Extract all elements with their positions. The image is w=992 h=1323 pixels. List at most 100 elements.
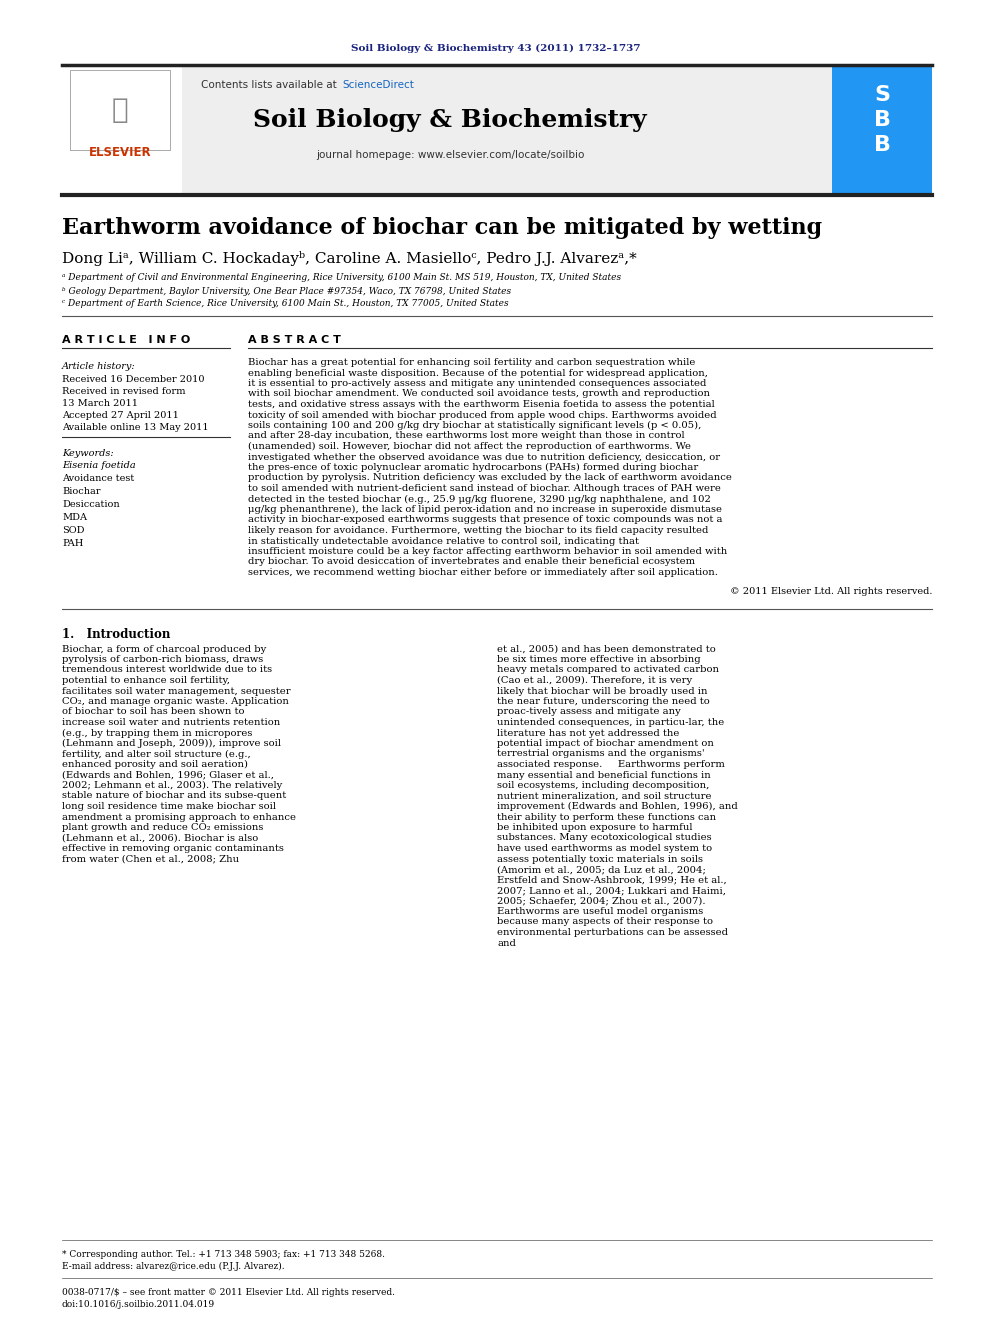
Text: of biochar to soil has been shown to: of biochar to soil has been shown to — [62, 708, 244, 717]
Text: terrestrial organisms and the organisms': terrestrial organisms and the organisms' — [497, 750, 704, 758]
Text: 0038-0717/$ – see front matter © 2011 Elsevier Ltd. All rights reserved.: 0038-0717/$ – see front matter © 2011 El… — [62, 1289, 395, 1297]
Text: 1.   Introduction: 1. Introduction — [62, 628, 171, 642]
Text: because many aspects of their response to: because many aspects of their response t… — [497, 917, 713, 926]
Text: unintended consequences, in particu-lar, the: unintended consequences, in particu-lar,… — [497, 718, 724, 728]
Bar — [62, 65, 932, 194]
Text: tremendous interest worldwide due to its: tremendous interest worldwide due to its — [62, 665, 272, 675]
Text: (Lehmann et al., 2006). Biochar is also: (Lehmann et al., 2006). Biochar is also — [62, 833, 258, 843]
Text: Contents lists available at: Contents lists available at — [201, 79, 340, 90]
Text: (e.g., by trapping them in micropores: (e.g., by trapping them in micropores — [62, 729, 252, 738]
Text: Earthworms are useful model organisms: Earthworms are useful model organisms — [497, 908, 703, 916]
Text: ScienceDirect: ScienceDirect — [342, 79, 414, 90]
Text: A B S T R A C T: A B S T R A C T — [248, 335, 341, 345]
Text: be six times more effective in absorbing: be six times more effective in absorbing — [497, 655, 700, 664]
Text: potential impact of biochar amendment on: potential impact of biochar amendment on — [497, 740, 714, 747]
Text: plant growth and reduce CO₂ emissions: plant growth and reduce CO₂ emissions — [62, 823, 263, 832]
Text: μg/kg phenanthrene), the lack of lipid perox-idation and no increase in superoxi: μg/kg phenanthrene), the lack of lipid p… — [248, 505, 722, 515]
Text: have used earthworms as model system to: have used earthworms as model system to — [497, 844, 712, 853]
Text: likely reason for avoidance. Furthermore, wetting the biochar to its field capac: likely reason for avoidance. Furthermore… — [248, 527, 708, 534]
Text: substances. Many ecotoxicological studies: substances. Many ecotoxicological studie… — [497, 833, 711, 843]
Text: pyrolysis of carbon-rich biomass, draws: pyrolysis of carbon-rich biomass, draws — [62, 655, 263, 664]
Text: nutrient mineralization, and soil structure: nutrient mineralization, and soil struct… — [497, 791, 711, 800]
Text: ᵃ Department of Civil and Environmental Engineering, Rice University, 6100 Main : ᵃ Department of Civil and Environmental … — [62, 274, 621, 283]
Text: environmental perturbations can be assessed: environmental perturbations can be asses… — [497, 927, 728, 937]
Text: journal homepage: www.elsevier.com/locate/soilbio: journal homepage: www.elsevier.com/locat… — [315, 149, 584, 160]
Text: Accepted 27 April 2011: Accepted 27 April 2011 — [62, 411, 179, 419]
Text: 🌳: 🌳 — [112, 97, 128, 124]
Text: Received 16 December 2010: Received 16 December 2010 — [62, 374, 204, 384]
Text: Received in revised form: Received in revised form — [62, 388, 186, 396]
Text: Erstfeld and Snow-Ashbrook, 1999; He et al.,: Erstfeld and Snow-Ashbrook, 1999; He et … — [497, 876, 727, 885]
Bar — [70, 70, 170, 149]
Text: doi:10.1016/j.soilbio.2011.04.019: doi:10.1016/j.soilbio.2011.04.019 — [62, 1301, 215, 1308]
Text: Article history:: Article history: — [62, 363, 136, 370]
Text: PAH: PAH — [62, 538, 83, 548]
Text: stable nature of biochar and its subse-quent: stable nature of biochar and its subse-q… — [62, 791, 287, 800]
Bar — [62, 65, 182, 194]
Text: et al., 2005) and has been demonstrated to: et al., 2005) and has been demonstrated … — [497, 644, 716, 654]
Text: and after 28-day incubation, these earthworms lost more weight than those in con: and after 28-day incubation, these earth… — [248, 431, 684, 441]
Text: facilitates soil water management, sequester: facilitates soil water management, seque… — [62, 687, 291, 696]
Text: activity in biochar-exposed earthworms suggests that presence of toxic compounds: activity in biochar-exposed earthworms s… — [248, 516, 722, 524]
Text: the pres-ence of toxic polynuclear aromatic hydrocarbons (PAHs) formed during bi: the pres-ence of toxic polynuclear aroma… — [248, 463, 698, 472]
Bar — [832, 65, 932, 194]
Text: Avoidance test: Avoidance test — [62, 474, 134, 483]
Text: Available online 13 May 2011: Available online 13 May 2011 — [62, 423, 208, 433]
Text: assess potentially toxic materials in soils: assess potentially toxic materials in so… — [497, 855, 703, 864]
Text: effective in removing organic contaminants: effective in removing organic contaminan… — [62, 844, 284, 853]
Text: amendment a promising approach to enhance: amendment a promising approach to enhanc… — [62, 812, 296, 822]
Text: many essential and beneficial functions in: many essential and beneficial functions … — [497, 770, 710, 779]
Text: Biochar, a form of charcoal produced by: Biochar, a form of charcoal produced by — [62, 644, 266, 654]
Text: Earthworm avoidance of biochar can be mitigated by wetting: Earthworm avoidance of biochar can be mi… — [62, 217, 822, 239]
Text: SOD: SOD — [62, 527, 84, 534]
Text: © 2011 Elsevier Ltd. All rights reserved.: © 2011 Elsevier Ltd. All rights reserved… — [729, 586, 932, 595]
Text: enhanced porosity and soil aeration): enhanced porosity and soil aeration) — [62, 759, 248, 769]
Text: 2002; Lehmann et al., 2003). The relatively: 2002; Lehmann et al., 2003). The relativ… — [62, 781, 283, 790]
Text: improvement (Edwards and Bohlen, 1996), and: improvement (Edwards and Bohlen, 1996), … — [497, 802, 738, 811]
Text: (Lehmann and Joseph, 2009)), improve soil: (Lehmann and Joseph, 2009)), improve soi… — [62, 740, 281, 747]
Text: services, we recommend wetting biochar either before or immediately after soil a: services, we recommend wetting biochar e… — [248, 568, 718, 577]
Text: Biochar: Biochar — [62, 487, 100, 496]
Text: investigated whether the observed avoidance was due to nutrition deficiency, des: investigated whether the observed avoida… — [248, 452, 720, 462]
Text: E-mail address: alvarez@rice.edu (P.J.J. Alvarez).: E-mail address: alvarez@rice.edu (P.J.J.… — [62, 1262, 285, 1271]
Text: literature has not yet addressed the: literature has not yet addressed the — [497, 729, 680, 737]
Text: soil ecosystems, including decomposition,: soil ecosystems, including decomposition… — [497, 781, 709, 790]
Text: Eisenia foetida: Eisenia foetida — [62, 460, 136, 470]
Text: 2007; Lanno et al., 2004; Lukkari and Haimi,: 2007; Lanno et al., 2004; Lukkari and Ha… — [497, 886, 726, 894]
Text: B: B — [874, 135, 891, 155]
Text: with soil biochar amendment. We conducted soil avoidance tests, growth and repro: with soil biochar amendment. We conducte… — [248, 389, 710, 398]
Text: heavy metals compared to activated carbon: heavy metals compared to activated carbo… — [497, 665, 719, 675]
Text: Dong Liᵃ, William C. Hockadayᵇ, Caroline A. Masielloᶜ, Pedro J.J. Alvarezᵃ,*: Dong Liᵃ, William C. Hockadayᵇ, Caroline… — [62, 250, 637, 266]
Text: Soil Biology & Biochemistry: Soil Biology & Biochemistry — [253, 108, 647, 132]
Text: CO₂, and manage organic waste. Application: CO₂, and manage organic waste. Applicati… — [62, 697, 289, 706]
Text: * Corresponding author. Tel.: +1 713 348 5903; fax: +1 713 348 5268.: * Corresponding author. Tel.: +1 713 348… — [62, 1250, 385, 1259]
Text: (unamended) soil. However, biochar did not affect the reproduction of earthworms: (unamended) soil. However, biochar did n… — [248, 442, 691, 451]
Text: ᵇ Geology Department, Baylor University, One Bear Place #97354, Waco, TX 76798, : ᵇ Geology Department, Baylor University,… — [62, 287, 511, 295]
Text: Soil Biology & Biochemistry 43 (2011) 1732–1737: Soil Biology & Biochemistry 43 (2011) 17… — [351, 44, 641, 53]
Text: likely that biochar will be broadly used in: likely that biochar will be broadly used… — [497, 687, 707, 696]
Text: 2005; Schaefer, 2004; Zhou et al., 2007).: 2005; Schaefer, 2004; Zhou et al., 2007)… — [497, 897, 705, 905]
Text: enabling beneficial waste disposition. Because of the potential for widespread a: enabling beneficial waste disposition. B… — [248, 369, 708, 377]
Text: ELSEVIER: ELSEVIER — [88, 146, 152, 159]
Text: soils containing 100 and 200 g/kg dry biochar at statistically significant level: soils containing 100 and 200 g/kg dry bi… — [248, 421, 701, 430]
Text: it is essential to pro-actively assess and mitigate any unintended consequences : it is essential to pro-actively assess a… — [248, 378, 706, 388]
Text: fertility, and alter soil structure (e.g.,: fertility, and alter soil structure (e.g… — [62, 750, 251, 758]
Text: Biochar has a great potential for enhancing soil fertility and carbon sequestrat: Biochar has a great potential for enhanc… — [248, 359, 695, 366]
Text: dry biochar. To avoid desiccation of invertebrates and enable their beneficial e: dry biochar. To avoid desiccation of inv… — [248, 557, 695, 566]
Text: (Edwards and Bohlen, 1996; Glaser et al.,: (Edwards and Bohlen, 1996; Glaser et al.… — [62, 770, 274, 779]
Text: the near future, underscoring the need to: the near future, underscoring the need t… — [497, 697, 709, 706]
Text: be inhibited upon exposure to harmful: be inhibited upon exposure to harmful — [497, 823, 692, 832]
Text: associated response.     Earthworms perform: associated response. Earthworms perform — [497, 759, 725, 769]
Text: production by pyrolysis. Nutrition deficiency was excluded by the lack of earthw: production by pyrolysis. Nutrition defic… — [248, 474, 732, 483]
Text: toxicity of soil amended with biochar produced from apple wood chips. Earthworms: toxicity of soil amended with biochar pr… — [248, 410, 716, 419]
Text: MDA: MDA — [62, 513, 87, 523]
Text: increase soil water and nutrients retention: increase soil water and nutrients retent… — [62, 718, 281, 728]
Text: A R T I C L E   I N F O: A R T I C L E I N F O — [62, 335, 190, 345]
Text: insufficient moisture could be a key factor affecting earthworm behavior in soil: insufficient moisture could be a key fac… — [248, 546, 727, 556]
Text: in statistically undetectable avoidance relative to control soil, indicating tha: in statistically undetectable avoidance … — [248, 537, 639, 545]
Text: detected in the tested biochar (e.g., 25.9 μg/kg fluorene, 3290 μg/kg naphthalen: detected in the tested biochar (e.g., 25… — [248, 495, 711, 504]
Text: and: and — [497, 938, 516, 947]
Text: proac-tively assess and mitigate any: proac-tively assess and mitigate any — [497, 708, 681, 717]
Text: 13 March 2011: 13 March 2011 — [62, 400, 138, 407]
Text: B: B — [874, 110, 891, 130]
